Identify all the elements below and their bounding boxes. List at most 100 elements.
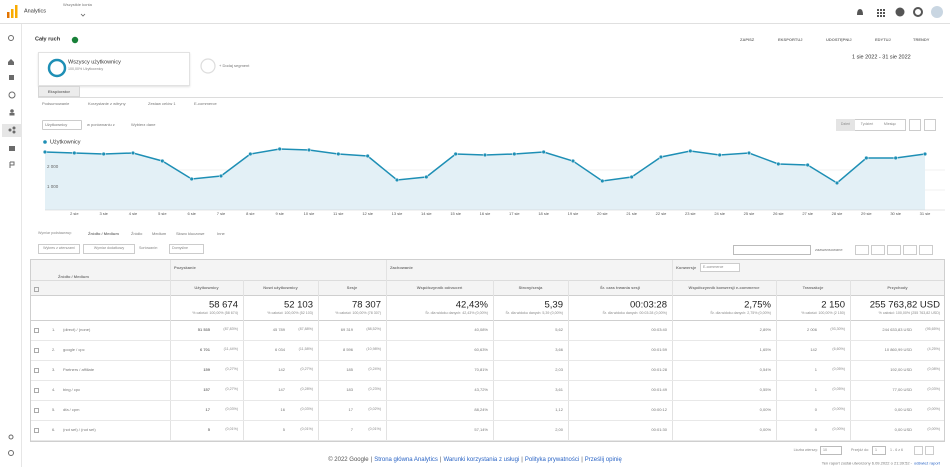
date-range[interactable]: 1 sie 2022 - 31 sie 2022 xyxy=(852,54,911,61)
source-medium[interactable]: dfa / cpm xyxy=(63,407,80,412)
plot-rows[interactable]: Wykres z wierszami xyxy=(43,246,75,251)
goto-input[interactable] xyxy=(872,446,886,455)
column-header[interactable]: Śr. czas trwania sesji xyxy=(599,284,641,290)
column-header[interactable]: Współczynnik konwersji e-commerce xyxy=(688,284,760,290)
rows-select[interactable] xyxy=(820,446,842,455)
advanced-filter[interactable]: zaawansowane xyxy=(815,247,843,252)
x-tick-label: 19 sie xyxy=(568,211,579,216)
sort-value[interactable]: Domyślne xyxy=(172,246,188,251)
toolbar-action[interactable]: EKSPORTUJ xyxy=(778,37,803,42)
cell-value: 69 319 xyxy=(340,327,353,332)
view-button[interactable] xyxy=(855,245,869,255)
metric-select[interactable]: Użytkownicy xyxy=(45,122,68,127)
next-page[interactable] xyxy=(925,446,934,455)
secondary-dimension[interactable] xyxy=(83,244,135,254)
point xyxy=(864,155,869,161)
column-header[interactable]: Sesje xyxy=(346,284,358,290)
account-caret[interactable] xyxy=(80,13,86,17)
motion-chart-button[interactable] xyxy=(909,119,921,131)
plot-rows-button[interactable] xyxy=(38,244,80,254)
avatar[interactable] xyxy=(931,6,943,18)
period-button[interactable]: Tydzień xyxy=(860,122,874,127)
dimension-option[interactable]: Źródło / Medium xyxy=(88,231,119,236)
checkbox[interactable] xyxy=(34,387,39,393)
toolbar-action[interactable]: UDOSTĘPNIJ xyxy=(826,37,852,42)
view-button[interactable] xyxy=(903,245,917,255)
source-medium[interactable]: Partners / affiliate xyxy=(63,367,95,372)
x-tick-label: 21 sie xyxy=(626,211,637,216)
add-segment-ring[interactable] xyxy=(200,58,216,74)
prev-page[interactable] xyxy=(914,446,923,455)
view-button[interactable] xyxy=(887,245,901,255)
segment-ring[interactable] xyxy=(47,58,67,78)
toolbar-action[interactable]: EDYTUJ xyxy=(875,37,891,42)
table xyxy=(30,259,945,442)
cell-value: 3,66 xyxy=(555,347,563,352)
sub-tab[interactable]: Podsumowanie xyxy=(42,101,70,106)
checkbox[interactable] xyxy=(34,347,39,353)
column-divider xyxy=(170,260,171,441)
cell-value: 244 633,83 USD xyxy=(882,327,912,332)
help-icon[interactable] xyxy=(895,7,905,17)
metric-dropdown[interactable] xyxy=(42,120,82,130)
footer-link[interactable]: Warunki korzystania z usługi xyxy=(443,457,520,463)
cell-value: 77,00 USD xyxy=(892,387,912,392)
dimension-option[interactable]: Źródło xyxy=(131,231,143,236)
footer-link[interactable]: Strona główna Analytics xyxy=(374,457,438,463)
tab[interactable] xyxy=(38,86,80,97)
checkbox[interactable] xyxy=(34,287,39,292)
sub-tab[interactable]: E-commerce xyxy=(194,101,217,106)
segment-card[interactable] xyxy=(38,52,190,86)
period-button[interactable]: Miesiąc xyxy=(883,122,897,127)
account-label[interactable]: Wszystkie konta xyxy=(63,2,92,7)
column-header[interactable]: Współczynnik odrzuceń xyxy=(416,284,463,290)
rows-value[interactable]: 10 xyxy=(823,447,827,452)
total-note: Śr. dla widoku danych: 5,39 (0,00%) xyxy=(505,311,563,316)
column-header[interactable]: Transakcje xyxy=(802,284,824,290)
toolbar-action[interactable]: ZAPISZ xyxy=(740,37,755,42)
source-medium[interactable]: (not set) / (not set) xyxy=(63,427,96,432)
column-header[interactable]: Nowi użytkownicy xyxy=(263,284,298,290)
view-button[interactable] xyxy=(919,245,933,255)
column-header[interactable]: Strony/sesja xyxy=(518,284,543,290)
toolbar-action[interactable]: TRENDY xyxy=(913,37,930,42)
dimension-option[interactable]: Słowo kluczowe xyxy=(176,231,205,236)
period-button[interactable]: Dzień xyxy=(840,122,851,127)
sort-dropdown[interactable] xyxy=(169,244,204,254)
chart-type-button[interactable] xyxy=(924,119,936,131)
top-bar xyxy=(0,0,950,24)
footer-link[interactable]: Prześlij opinię xyxy=(584,457,622,463)
search-box[interactable] xyxy=(733,245,811,255)
conversion-select-value[interactable]: E-commerce xyxy=(703,264,724,269)
secondary-dimension-label[interactable]: Wymiar dodatkowy xyxy=(93,246,125,251)
conversion-select[interactable] xyxy=(700,263,740,272)
apps-icon[interactable] xyxy=(877,9,885,17)
refresh-report[interactable]: odśwież raport xyxy=(913,460,940,466)
add-segment[interactable]: + Dodaj segment xyxy=(219,63,250,68)
source-medium[interactable]: (direct) / (none) xyxy=(63,327,91,332)
period-selected[interactable] xyxy=(836,119,855,131)
column-header[interactable]: Przychody xyxy=(887,284,908,290)
settings-icon[interactable] xyxy=(913,7,923,17)
source-medium[interactable]: google / cpc xyxy=(63,347,85,352)
dimension-option[interactable]: Medium xyxy=(152,231,167,236)
sub-tab[interactable]: Zestaw celów 1 xyxy=(148,101,176,106)
goto-value[interactable]: 1 xyxy=(875,447,877,452)
column-header[interactable]: Użytkownicy xyxy=(194,284,219,290)
tab-label[interactable]: Eksplorator xyxy=(47,88,71,94)
footer-link[interactable]: Polityka prywatności xyxy=(524,457,580,463)
row-divider xyxy=(31,380,944,381)
source-medium[interactable]: bing / cpc xyxy=(63,387,81,392)
checkbox[interactable] xyxy=(34,327,39,333)
segment-name[interactable]: Wszyscy użytkownicy xyxy=(68,59,121,66)
checkbox[interactable] xyxy=(34,407,39,413)
choose-metric[interactable]: Wybierz dane xyxy=(131,122,156,127)
bell-icon[interactable] xyxy=(857,9,863,15)
x-tick-label: 23 sie xyxy=(685,211,696,216)
view-button[interactable] xyxy=(871,245,885,255)
sub-tab[interactable]: Korzystanie z witryny xyxy=(88,101,126,106)
checkbox[interactable] xyxy=(34,427,39,433)
dimension-option[interactable]: Inne xyxy=(217,231,225,236)
checkbox[interactable] xyxy=(34,367,39,373)
sidebar-icons[interactable] xyxy=(2,35,22,467)
